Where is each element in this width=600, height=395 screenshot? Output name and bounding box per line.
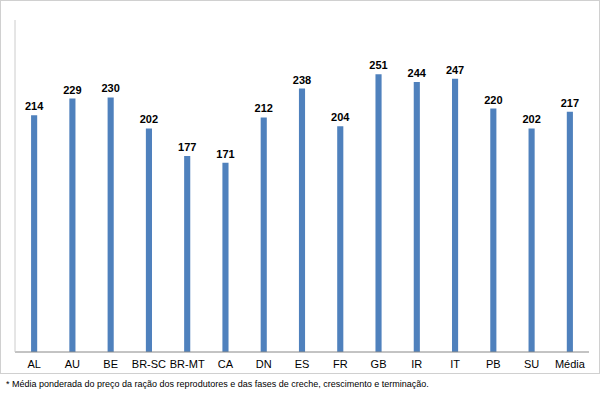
svg-text:IR: IR bbox=[411, 358, 422, 370]
svg-text:202: 202 bbox=[522, 113, 540, 125]
svg-text:177: 177 bbox=[178, 141, 196, 153]
svg-text:220: 220 bbox=[484, 94, 502, 106]
svg-text:229: 229 bbox=[63, 84, 81, 96]
svg-text:AL: AL bbox=[27, 358, 40, 370]
svg-text:251: 251 bbox=[369, 59, 387, 71]
svg-text:247: 247 bbox=[446, 64, 464, 76]
svg-text:BR-MT: BR-MT bbox=[170, 358, 205, 370]
svg-text:IT: IT bbox=[450, 358, 460, 370]
svg-text:Média: Média bbox=[555, 358, 586, 370]
svg-text:AU: AU bbox=[65, 358, 80, 370]
svg-text:217: 217 bbox=[561, 97, 579, 109]
svg-text:244: 244 bbox=[408, 67, 427, 79]
svg-text:BE: BE bbox=[103, 358, 118, 370]
svg-text:PB: PB bbox=[486, 358, 501, 370]
svg-text:ES: ES bbox=[295, 358, 310, 370]
svg-text:FR: FR bbox=[333, 358, 348, 370]
svg-text:171: 171 bbox=[216, 148, 234, 160]
svg-text:GB: GB bbox=[371, 358, 387, 370]
svg-text:204: 204 bbox=[331, 111, 350, 123]
svg-text:202: 202 bbox=[140, 113, 158, 125]
html-text:* Média ponderada do preço da: * Média ponderada do preço da ração dos … bbox=[6, 379, 429, 389]
svg-text:SU: SU bbox=[524, 358, 539, 370]
svg-text:238: 238 bbox=[293, 74, 311, 86]
svg-text:DN: DN bbox=[256, 358, 272, 370]
svg-text:CA: CA bbox=[218, 358, 234, 370]
svg-text:230: 230 bbox=[101, 82, 119, 94]
svg-text:212: 212 bbox=[255, 102, 273, 114]
svg-text:BR-SC: BR-SC bbox=[132, 358, 166, 370]
svg-text:214: 214 bbox=[25, 100, 44, 112]
